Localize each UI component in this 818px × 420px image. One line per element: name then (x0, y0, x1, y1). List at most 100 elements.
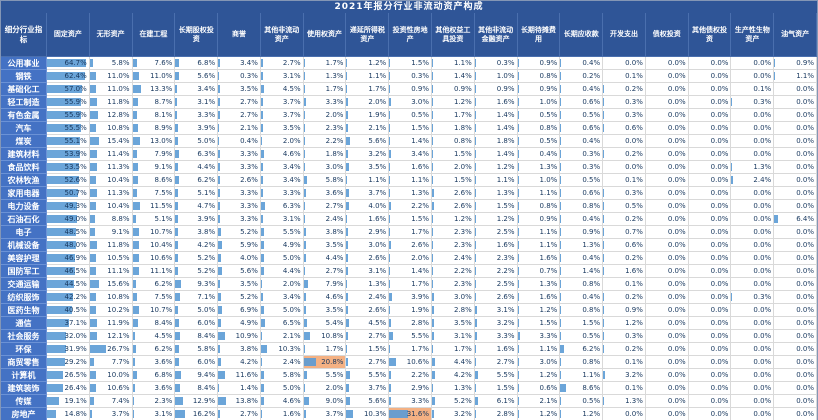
value-bar (303, 124, 306, 132)
data-cell: 0.8% (560, 200, 604, 213)
data-cell: 1.5% (432, 148, 475, 161)
data-cell: 3.9% (389, 291, 432, 304)
cell-value: 0.6% (539, 384, 558, 392)
cell-value: 3.6% (154, 358, 173, 366)
value-bar (260, 410, 262, 418)
cell-value: 3.3% (240, 163, 258, 171)
cell-value: 3.3% (411, 397, 429, 405)
data-cell: 1.3% (303, 70, 347, 83)
data-cell: 1.6% (474, 96, 518, 109)
cell-value: 3.4% (282, 176, 301, 184)
cell-value: 2.8% (453, 306, 472, 314)
data-cell: 0.4% (218, 135, 261, 148)
cell-value: 3.2% (368, 150, 387, 158)
data-cell: 0.0% (774, 356, 817, 369)
data-cell: 5.0% (175, 135, 219, 148)
value-bar (260, 202, 265, 210)
cell-value: 1.3% (539, 280, 558, 288)
value-bar (89, 384, 97, 392)
value-bar (218, 215, 221, 223)
industry-label: 通信 (1, 317, 47, 330)
value-bar (89, 150, 97, 158)
value-bar (303, 85, 305, 93)
data-cell: 49.0% (47, 213, 90, 226)
cell-value: 2.4% (325, 215, 344, 223)
cell-value: 8.6% (582, 384, 601, 392)
column-header: 债权投资 (645, 13, 689, 57)
cell-value: 0.2% (625, 85, 643, 93)
data-cell: 0.5% (517, 109, 561, 122)
cell-value: 1.7% (411, 280, 429, 288)
cell-value: 1.8% (496, 137, 515, 145)
cell-value: 5.0% (197, 137, 216, 145)
cell-value: 1.4% (411, 267, 429, 275)
cell-value: 1.5% (582, 319, 601, 327)
cell-value: 6.8% (154, 371, 173, 379)
data-cell: 0.0% (645, 57, 689, 70)
value-bar (47, 228, 77, 236)
data-cell: 2.7% (218, 408, 261, 420)
data-cell: 7.5% (132, 187, 176, 200)
data-cell: 3.2% (346, 148, 390, 161)
value-bar (47, 111, 81, 119)
cell-value: 57.0% (64, 85, 87, 93)
data-cell: 11.8% (89, 96, 133, 109)
data-cell: 0.3% (603, 330, 646, 343)
value-bar (132, 111, 138, 119)
cell-value: 7.1% (197, 293, 216, 301)
data-cell: 0.9% (517, 213, 561, 226)
data-cell: 0.0% (645, 122, 689, 135)
cell-value: 0.0% (753, 215, 772, 223)
data-cell: 1.8% (474, 135, 518, 148)
data-cell: 0.0% (688, 356, 732, 369)
cell-value: 3.3% (240, 215, 258, 223)
cell-value: 0.4% (582, 85, 601, 93)
value-bar (260, 254, 264, 262)
cell-value: 0.0% (796, 397, 814, 405)
data-cell: 2.0% (389, 252, 432, 265)
value-bar (346, 306, 348, 314)
data-cell: 2.0% (303, 382, 347, 395)
cell-value: 2.2% (411, 371, 429, 379)
cell-value: 5.1% (154, 215, 173, 223)
cell-value: 2.3% (325, 124, 344, 132)
cell-value: 5.8% (325, 176, 344, 184)
data-cell: 5.8% (260, 369, 304, 382)
value-bar (474, 98, 476, 106)
cell-value: 4.5% (282, 85, 301, 93)
value-bar (432, 241, 434, 249)
data-cell: 1.6% (260, 408, 304, 420)
industry-label: 钢铁 (1, 70, 47, 83)
column-header: 递延所得税资产 (346, 13, 390, 57)
value-bar (303, 150, 305, 158)
cell-value: 5.0% (197, 306, 216, 314)
value-bar (432, 215, 433, 223)
cell-value: 0.0% (710, 267, 729, 275)
value-bar (346, 410, 353, 418)
value-bar (175, 358, 179, 366)
value-bar (260, 72, 263, 80)
cell-value: 1.3% (411, 189, 429, 197)
data-cell: 1.0% (517, 174, 561, 187)
value-bar (132, 59, 138, 67)
cell-value: 7.9% (325, 280, 344, 288)
cell-value: 2.4% (753, 176, 772, 184)
cell-value: 46.9% (64, 254, 87, 262)
cell-value: 4.0% (240, 254, 258, 262)
cell-value: 3.7% (111, 410, 130, 418)
cell-value: 11.1% (150, 267, 173, 275)
data-cell: 1.1% (389, 174, 432, 187)
value-bar (89, 228, 96, 236)
data-cell: 6.4% (774, 213, 817, 226)
data-cell: 0.0% (774, 161, 817, 174)
cell-value: 0.0% (796, 241, 814, 249)
data-cell: 26.4% (47, 382, 90, 395)
column-header: 油气资产 (774, 13, 817, 57)
data-cell: 5.0% (260, 252, 304, 265)
value-bar (89, 371, 96, 379)
cell-value: 1.3% (539, 163, 558, 171)
value-bar (432, 319, 435, 327)
data-cell: 3.3% (175, 109, 219, 122)
value-bar (132, 410, 135, 418)
value-bar (175, 85, 178, 93)
